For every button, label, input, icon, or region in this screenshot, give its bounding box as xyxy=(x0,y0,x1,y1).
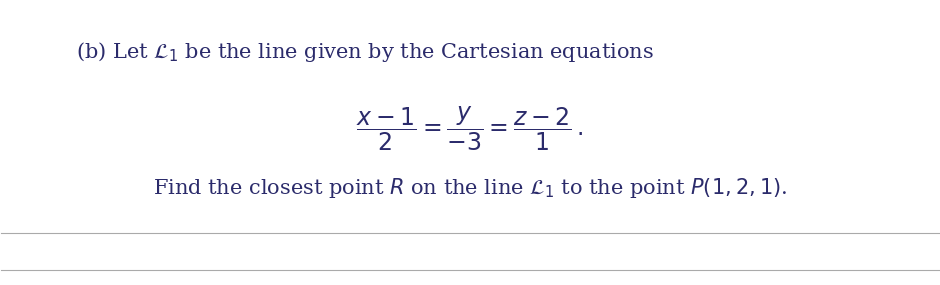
Text: (b) Let $\mathcal{L}_1$ be the line given by the Cartesian equations: (b) Let $\mathcal{L}_1$ be the line give… xyxy=(76,40,654,64)
Text: $\dfrac{x-1}{2} = \dfrac{y}{-3} = \dfrac{z-2}{1}\,.$: $\dfrac{x-1}{2} = \dfrac{y}{-3} = \dfrac… xyxy=(356,104,584,152)
Text: Find the closest point $R$ on the line $\mathcal{L}_1$ to the point $P(1, 2, 1)$: Find the closest point $R$ on the line $… xyxy=(153,176,787,200)
